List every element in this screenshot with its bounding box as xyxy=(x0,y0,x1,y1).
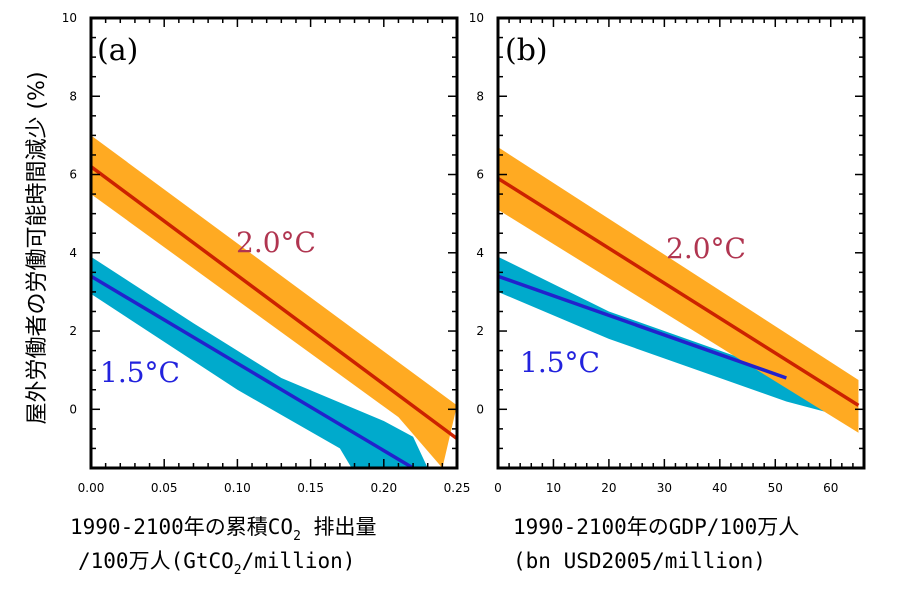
line-b-series-1 xyxy=(498,176,860,407)
y-tick-label-a: 4 xyxy=(69,246,77,260)
y-tick-label-a: 6 xyxy=(69,168,77,182)
x-tick-label-b: 20 xyxy=(601,481,616,495)
y-tick-label-b: 2 xyxy=(476,324,484,338)
series-label-b-1: 2.0°C xyxy=(666,232,746,265)
chart-panel-b: 0 10 20 30 40 50 60 0 2 4 6 8 10 1.5°C 2.0°C (b) 1990-… xyxy=(469,11,866,573)
x-tick-label-a: 0.10 xyxy=(224,481,251,495)
y-tick-label-b: 0 xyxy=(476,402,484,416)
y-tick-label-b: 10 xyxy=(469,11,484,25)
x-tick-label-b: 50 xyxy=(768,481,783,495)
y-tick-label-b: 6 xyxy=(476,168,484,182)
series-label-b-0: 1.5°C xyxy=(520,346,600,379)
axes-frame-a xyxy=(89,16,459,470)
x-tick-label-b: 40 xyxy=(712,481,727,495)
series-label-a-1: 2.0°C xyxy=(236,226,316,259)
y-tick-label-a: 0 xyxy=(69,402,77,416)
y-axis-label: 屋外労働者の労働可能時間減少 (%) xyxy=(25,71,50,424)
panel-label-b: (b) xyxy=(505,33,548,68)
axes-frame-b xyxy=(496,16,866,470)
band-a-series-0 xyxy=(91,256,428,468)
band-b-series-0 xyxy=(498,256,848,416)
x-axis-label-a-line2: /100万人(GtCO2/million) xyxy=(78,549,355,578)
x-tick-label-a: 0.00 xyxy=(78,481,105,495)
x-tick-label-b: 30 xyxy=(657,481,672,495)
plot-area-b: 0 10 20 30 40 50 60 0 2 4 6 8 10 1.5°C 2.0°C xyxy=(469,11,866,495)
x-tick-label-b: 10 xyxy=(546,481,561,495)
y-tick-label-b: 4 xyxy=(476,246,484,260)
line-b-series-0 xyxy=(498,274,787,380)
x-axis-label-b-line2: (bn USD2005/million) xyxy=(513,549,766,573)
x-axis-label-b-line1: 1990-2100年のGDP/100万人 xyxy=(513,515,799,539)
x-tick-label-b: 0 xyxy=(494,481,502,495)
x-tick-label-a: 0.15 xyxy=(297,481,324,495)
panel-label-a: (a) xyxy=(97,33,138,68)
line-a-series-0 xyxy=(91,274,414,468)
x-axis-label-a-line1: 1990-2100年の累積CO2 排出量 xyxy=(70,515,377,544)
y-tick-label-a: 10 xyxy=(62,11,77,25)
y-tick-label-a: 8 xyxy=(69,89,77,103)
line-a-series-1 xyxy=(91,165,457,441)
y-tick-label-b: 8 xyxy=(476,89,484,103)
y-tick-label-a: 2 xyxy=(69,324,77,338)
plot-area-a: 0.00 0.05 0.10 0.15 0.20 0.25 0 2 4 6 8 10 1.5°C 2.0°… xyxy=(62,11,471,495)
x-tick-label-a: 0.05 xyxy=(151,481,178,495)
x-tick-label-a: 0.25 xyxy=(444,481,471,495)
x-tick-label-a: 0.20 xyxy=(370,481,397,495)
chart-panel-a: 0.00 0.05 0.10 0.15 0.20 0.25 0 2 4 6 8 10 1.5°C 2.0°… xyxy=(62,11,471,578)
x-tick-label-b: 60 xyxy=(823,481,838,495)
series-label-a-0: 1.5°C xyxy=(100,356,180,389)
